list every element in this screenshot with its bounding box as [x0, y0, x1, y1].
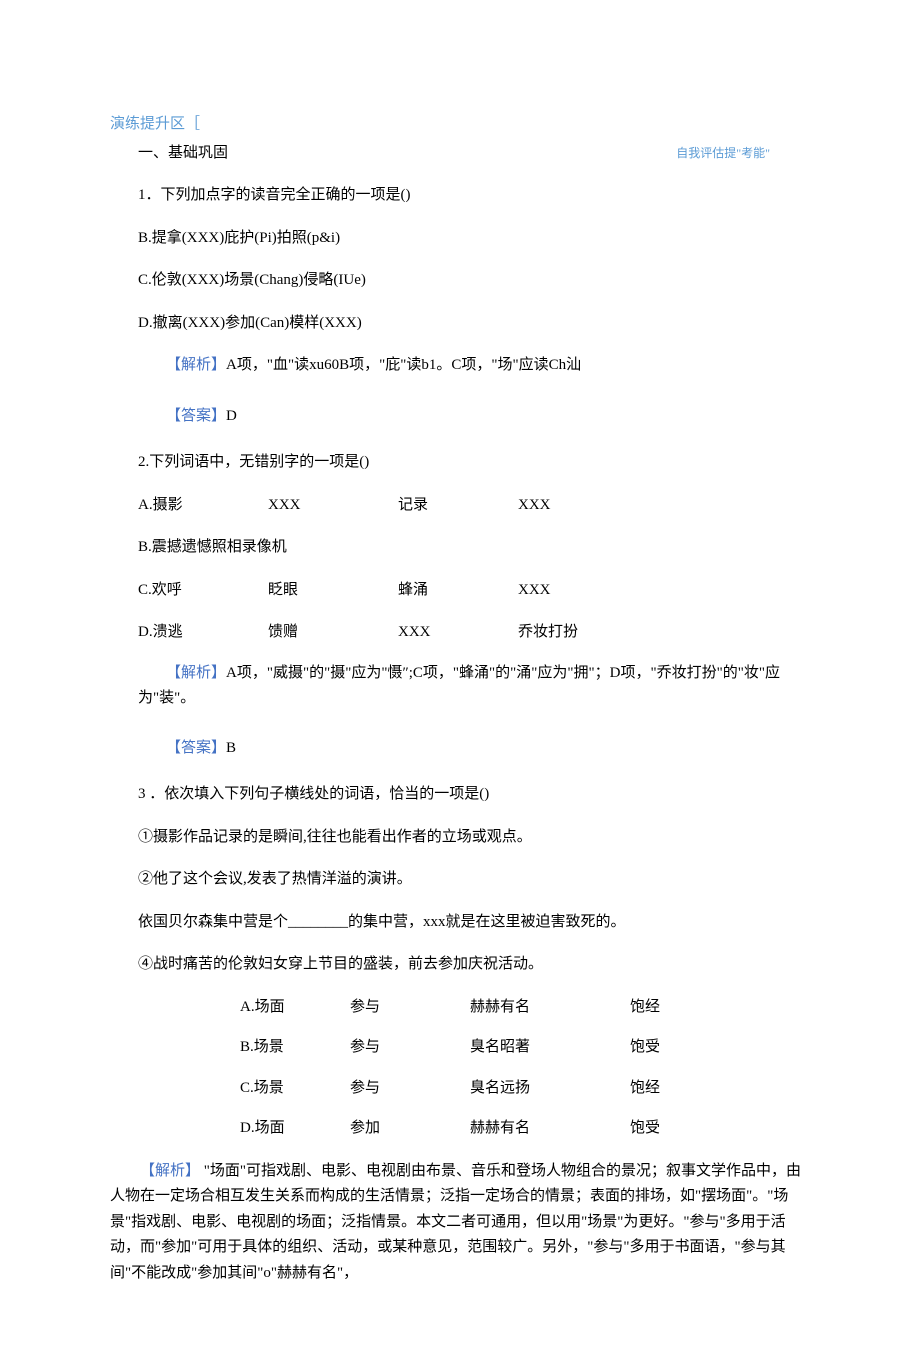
- q2-a-c3: 记录: [398, 491, 518, 520]
- q2-c-c4: XXX: [518, 576, 638, 605]
- section-title-row: 一、基础巩固 自我评估提"考能": [110, 139, 810, 168]
- q3-option-c: C.场景 参与 臭名远扬 饱经: [240, 1074, 810, 1103]
- q3-explain: 【解析】 "场面"可指戏剧、电影、电视剧由布景、音乐和登场人物组合的景况；叙事文…: [110, 1159, 810, 1287]
- q2-explain-text: A项，"威摄"的"摄"应为"慑″;C项，"蜂涌"的"涌"应为"拥"；D项，"乔妆…: [138, 665, 780, 707]
- practice-header-label: 演练提升区［: [110, 110, 810, 139]
- q1-option-c: C.伦敦(XXX)场景(Chang)侵略(IUe): [110, 266, 810, 295]
- q3-d-c2: 参加: [350, 1114, 470, 1143]
- q2-option-a: A.摄影 XXX 记录 XXX: [110, 491, 810, 520]
- q1-option-d: D.撤离(XXX)参加(Can)模样(XXX): [110, 309, 810, 338]
- section-title: 一、基础巩固: [110, 139, 228, 168]
- q2-a-c2: XXX: [268, 491, 398, 520]
- q3-line2: ②他了这个会议,发表了热情洋溢的演讲。: [110, 865, 810, 894]
- q3-explain-text: "场面"可指戏剧、电影、电视剧由布景、音乐和登场人物组合的景况；叙事文学作品中，…: [110, 1163, 801, 1281]
- q3-d-c4: 饱受: [630, 1114, 710, 1143]
- q1-option-b: B.提拿(XXX)庇护(Pi)拍照(p&i): [110, 224, 810, 253]
- q2-d-c3: XXX: [398, 618, 518, 647]
- explain-label: 【解析】: [140, 1163, 200, 1179]
- q3-options-table: A.场面 参与 赫赫有名 饱经 B.场景 参与 臭名昭著 饱受 C.场景 参与 …: [110, 993, 810, 1143]
- q3-option-d: D.场面 参加 赫赫有名 饱受: [240, 1114, 810, 1143]
- q3-a-c2: 参与: [350, 993, 470, 1022]
- answer-label: 【答案】: [166, 408, 226, 424]
- q3-d-c1: D.场面: [240, 1114, 350, 1143]
- q3-c-c1: C.场景: [240, 1074, 350, 1103]
- q2-c-c2: 眨眼: [268, 576, 398, 605]
- q2-explain: 【解析】A项，"威摄"的"摄"应为"慑″;C项，"蜂涌"的"涌"应为"拥"；D项…: [110, 661, 810, 712]
- q2-a-c4: XXX: [518, 491, 638, 520]
- right-note: 自我评估提"考能": [676, 142, 810, 165]
- q2-c-c3: 蜂涌: [398, 576, 518, 605]
- q1-explain-text: A项，"血"读xu60B项，"庇"读b1。C项，"场"应读Ch汕: [226, 357, 581, 373]
- q2-d-c4: 乔妆打扮: [518, 618, 638, 647]
- q1-explain: 【解析】A项，"血"读xu60B项，"庇"读b1。C项，"场"应读Ch汕: [110, 351, 810, 380]
- q3-line3: 依国贝尔森集中营是个________的集中营，xxx就是在这里被迫害致死的。: [110, 908, 810, 937]
- explain-label: 【解析】: [166, 357, 226, 373]
- q3-line1: ①摄影作品记录的是瞬间,往往也能看出作者的立场或观点。: [110, 823, 810, 852]
- q1-answer-value: D: [226, 408, 237, 424]
- q3-a-c4: 饱经: [630, 993, 710, 1022]
- q3-option-a: A.场面 参与 赫赫有名 饱经: [240, 993, 810, 1022]
- q3-stem: 3 ．依次填入下列句子横线处的词语，恰当的一项是(): [110, 780, 810, 809]
- q3-c-c3: 臭名远扬: [470, 1074, 630, 1103]
- q2-option-c: C.欢呼 眨眼 蜂涌 XXX: [110, 576, 810, 605]
- document-page: 演练提升区［ 一、基础巩固 自我评估提"考能" 1．下列加点字的读音完全正确的一…: [0, 0, 920, 1356]
- q2-answer: 【答案】B: [110, 734, 810, 763]
- q2-d-c2: 馈赠: [268, 618, 398, 647]
- answer-label: 【答案】: [166, 740, 226, 756]
- q2-stem: 2.下列词语中，无错别字的一项是(): [110, 448, 810, 477]
- q3-d-c3: 赫赫有名: [470, 1114, 630, 1143]
- q2-c-c1: C.欢呼: [138, 576, 268, 605]
- q3-b-c2: 参与: [350, 1033, 470, 1062]
- q2-option-d: D.溃逃 馈赠 XXX 乔妆打扮: [110, 618, 810, 647]
- q3-c-c4: 饱经: [630, 1074, 710, 1103]
- q1-answer: 【答案】D: [110, 402, 810, 431]
- q2-a-c1: A.摄影: [138, 491, 268, 520]
- q3-a-c1: A.场面: [240, 993, 350, 1022]
- explain-label: 【解析】: [166, 665, 226, 681]
- q3-c-c2: 参与: [350, 1074, 470, 1103]
- q3-option-b: B.场景 参与 臭名昭著 饱受: [240, 1033, 810, 1062]
- q3-line4: ④战时痛苦的伦敦妇女穿上节目的盛装，前去参加庆祝活动。: [110, 950, 810, 979]
- q3-b-c3: 臭名昭著: [470, 1033, 630, 1062]
- q1-stem: 1．下列加点字的读音完全正确的一项是(): [110, 181, 810, 210]
- q3-b-c1: B.场景: [240, 1033, 350, 1062]
- q2-answer-value: B: [226, 740, 236, 756]
- q2-option-b: B.震撼遗憾照相录像机: [110, 533, 810, 562]
- q3-a-c3: 赫赫有名: [470, 993, 630, 1022]
- q2-d-c1: D.溃逃: [138, 618, 268, 647]
- q3-b-c4: 饱受: [630, 1033, 710, 1062]
